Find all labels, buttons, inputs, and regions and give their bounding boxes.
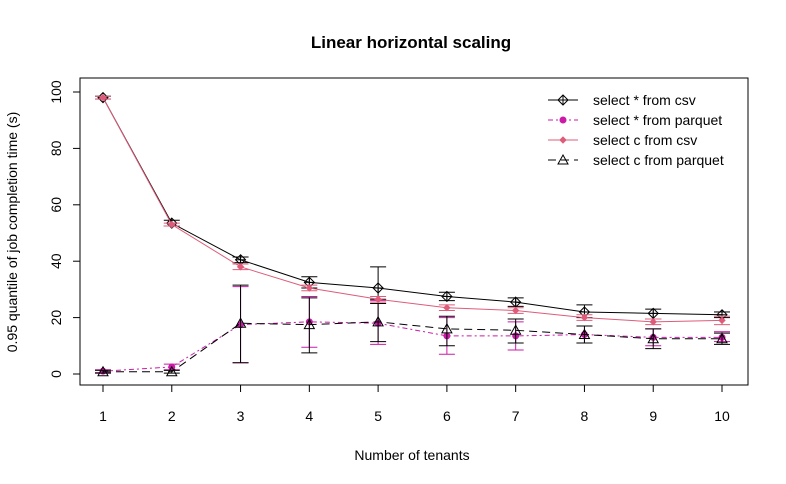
data-point xyxy=(511,306,520,315)
data-point xyxy=(303,318,316,330)
y-axis: 0 20 40 60 80 100 xyxy=(48,80,81,378)
series-line xyxy=(102,97,723,316)
data-point xyxy=(559,136,567,144)
x-axis: 1 2 3 4 5 6 7 8 9 10 xyxy=(99,384,730,424)
error-bar xyxy=(370,303,387,343)
data-point xyxy=(647,332,660,344)
diamond-marker-filled xyxy=(559,136,567,144)
data-point xyxy=(557,94,569,106)
diamond-marker-filled xyxy=(374,295,382,303)
data-point xyxy=(580,313,589,322)
x-tick-label: 4 xyxy=(305,408,313,424)
data-point xyxy=(305,284,314,292)
diamond-marker-filled xyxy=(649,318,657,326)
diamond-marker-filled xyxy=(305,284,314,292)
error-bar xyxy=(232,284,249,364)
triangle-marker xyxy=(441,322,453,334)
legend: select * from csv select * from parquet se… xyxy=(548,92,724,168)
y-tick-label: 100 xyxy=(48,80,64,104)
data-point xyxy=(718,316,726,325)
data-point xyxy=(99,93,107,102)
legend-label: select * from csv xyxy=(593,92,696,108)
x-tick-label: 7 xyxy=(512,408,520,424)
triangle-marker xyxy=(557,153,569,165)
diamond-marker-filled xyxy=(236,263,245,271)
y-tick-label: 80 xyxy=(48,140,64,156)
legend-label: select c from parquet xyxy=(593,152,724,168)
triangle-marker xyxy=(578,328,591,340)
series-4 xyxy=(95,284,730,377)
x-axis-label: Number of tenants xyxy=(354,447,469,463)
data-point xyxy=(234,317,247,328)
legend-label: select c from csv xyxy=(593,132,697,148)
diamond-marker-filled xyxy=(718,316,726,325)
data-point xyxy=(441,322,453,334)
diamond-marker-filled xyxy=(443,304,451,312)
diamond-marker-filled xyxy=(168,220,176,229)
error-bar xyxy=(301,297,318,354)
data-point xyxy=(649,318,657,326)
series-layer xyxy=(95,91,730,377)
series-3 xyxy=(95,93,730,326)
data-point xyxy=(165,365,178,377)
data-point xyxy=(647,307,659,320)
y-axis-label: 0.95 quantile of job completion time (s) xyxy=(4,112,20,352)
legend-item: select c from parquet xyxy=(548,152,724,168)
x-tick-label: 9 xyxy=(649,408,657,424)
diamond-marker-filled xyxy=(511,306,520,315)
y-tick-label: 0 xyxy=(48,370,64,378)
series-2 xyxy=(95,286,730,375)
series-line xyxy=(102,321,722,372)
error-bar xyxy=(507,318,524,344)
data-point xyxy=(97,365,109,377)
data-point xyxy=(557,153,569,165)
triangle-marker xyxy=(716,332,728,344)
triangle-marker xyxy=(647,332,660,344)
series-line xyxy=(102,97,723,323)
triangle-marker xyxy=(372,315,384,327)
y-tick-label: 60 xyxy=(48,197,64,213)
data-point xyxy=(716,332,728,344)
triangle-marker xyxy=(234,317,247,328)
triangle-marker xyxy=(165,365,178,377)
data-point xyxy=(559,116,567,124)
data-point xyxy=(509,296,522,308)
x-tick-label: 8 xyxy=(581,408,589,424)
x-tick-label: 2 xyxy=(168,408,176,424)
legend-item: select * from parquet xyxy=(548,112,722,128)
error-bar xyxy=(438,315,455,347)
data-point xyxy=(374,295,382,303)
triangle-marker xyxy=(97,365,109,377)
chart-title: Linear horizontal scaling xyxy=(311,33,511,52)
data-point xyxy=(372,282,384,294)
x-tick-label: 6 xyxy=(443,408,451,424)
x-tick-label: 3 xyxy=(237,408,245,424)
data-point xyxy=(168,220,176,229)
legend-item: select * from csv xyxy=(548,92,696,108)
data-point xyxy=(441,290,453,303)
y-tick-label: 40 xyxy=(48,253,64,269)
diamond-marker-filled xyxy=(580,313,589,322)
triangle-marker xyxy=(303,318,316,330)
data-point xyxy=(443,304,451,312)
y-tick-label: 20 xyxy=(48,310,64,326)
legend-item: select c from csv xyxy=(548,132,697,148)
data-point xyxy=(578,328,591,340)
x-tick-label: 1 xyxy=(99,408,107,424)
x-tick-label: 5 xyxy=(374,408,382,424)
triangle-marker xyxy=(509,324,522,335)
circle-marker xyxy=(559,116,567,124)
diamond-marker-filled xyxy=(99,93,107,102)
data-point xyxy=(509,324,522,335)
data-point xyxy=(372,315,384,327)
legend-label: select * from parquet xyxy=(593,112,722,128)
data-point xyxy=(236,263,245,271)
x-tick-label: 10 xyxy=(714,408,730,424)
series-line xyxy=(103,321,722,373)
